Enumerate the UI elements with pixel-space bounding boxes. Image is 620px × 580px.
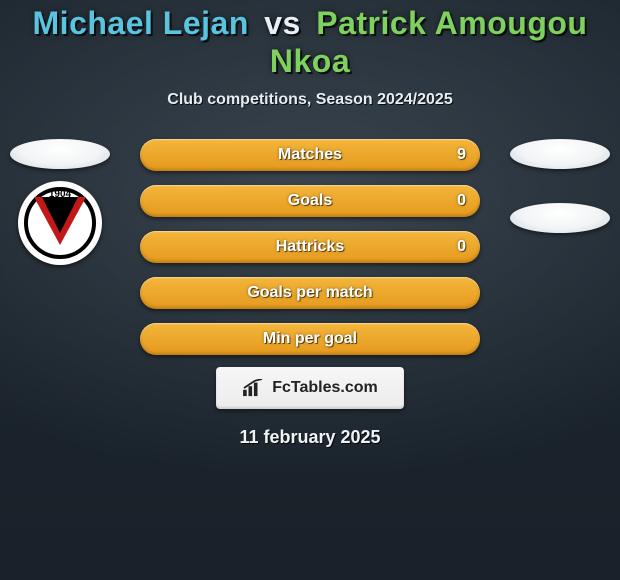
main-area: 1904 Matches9Goals0Hattricks0Goals per m…: [0, 139, 620, 580]
stat-bar: Goals0: [140, 185, 480, 217]
club-badge: 1904: [18, 181, 102, 265]
stat-bar: Matches9: [140, 139, 480, 171]
player2-ellipse-icon-1: [510, 139, 610, 169]
stat-bar-label: Goals per match: [140, 277, 480, 309]
stat-bar-label: Min per goal: [140, 323, 480, 355]
page-title: Michael Lejan vs Patrick Amougou Nkoa: [0, 4, 620, 81]
club-v-icon: [18, 197, 102, 253]
stat-bar-label: Matches: [140, 139, 480, 171]
brand-chart-icon: [242, 379, 264, 397]
center-stack: Matches9Goals0Hattricks0Goals per matchM…: [140, 139, 480, 448]
stat-bar-value: 0: [457, 231, 466, 263]
date-text: 11 february 2025: [239, 427, 380, 448]
stat-bar-label: Hattricks: [140, 231, 480, 263]
stat-bars: Matches9Goals0Hattricks0Goals per matchM…: [140, 139, 480, 355]
player2-ellipse-icon-2: [510, 203, 610, 233]
vs-text: vs: [258, 5, 307, 41]
right-column: [500, 139, 620, 233]
subtitle: Club competitions, Season 2024/2025: [167, 91, 452, 109]
root: Michael Lejan vs Patrick Amougou Nkoa Cl…: [0, 0, 620, 580]
left-column: 1904: [0, 139, 120, 265]
stat-bar-label: Goals: [140, 185, 480, 217]
stat-bar: Min per goal: [140, 323, 480, 355]
brand-text: FcTables.com: [272, 379, 378, 397]
stat-bar: Goals per match: [140, 277, 480, 309]
stat-bar-value: 0: [457, 185, 466, 217]
player1-ellipse-icon: [10, 139, 110, 169]
brand-badge: FcTables.com: [216, 367, 404, 409]
stat-bar: Hattricks0: [140, 231, 480, 263]
player1-name: Michael Lejan: [33, 5, 249, 41]
player2-name: Patrick Amougou Nkoa: [270, 5, 588, 79]
stat-bar-value: 9: [457, 139, 466, 171]
